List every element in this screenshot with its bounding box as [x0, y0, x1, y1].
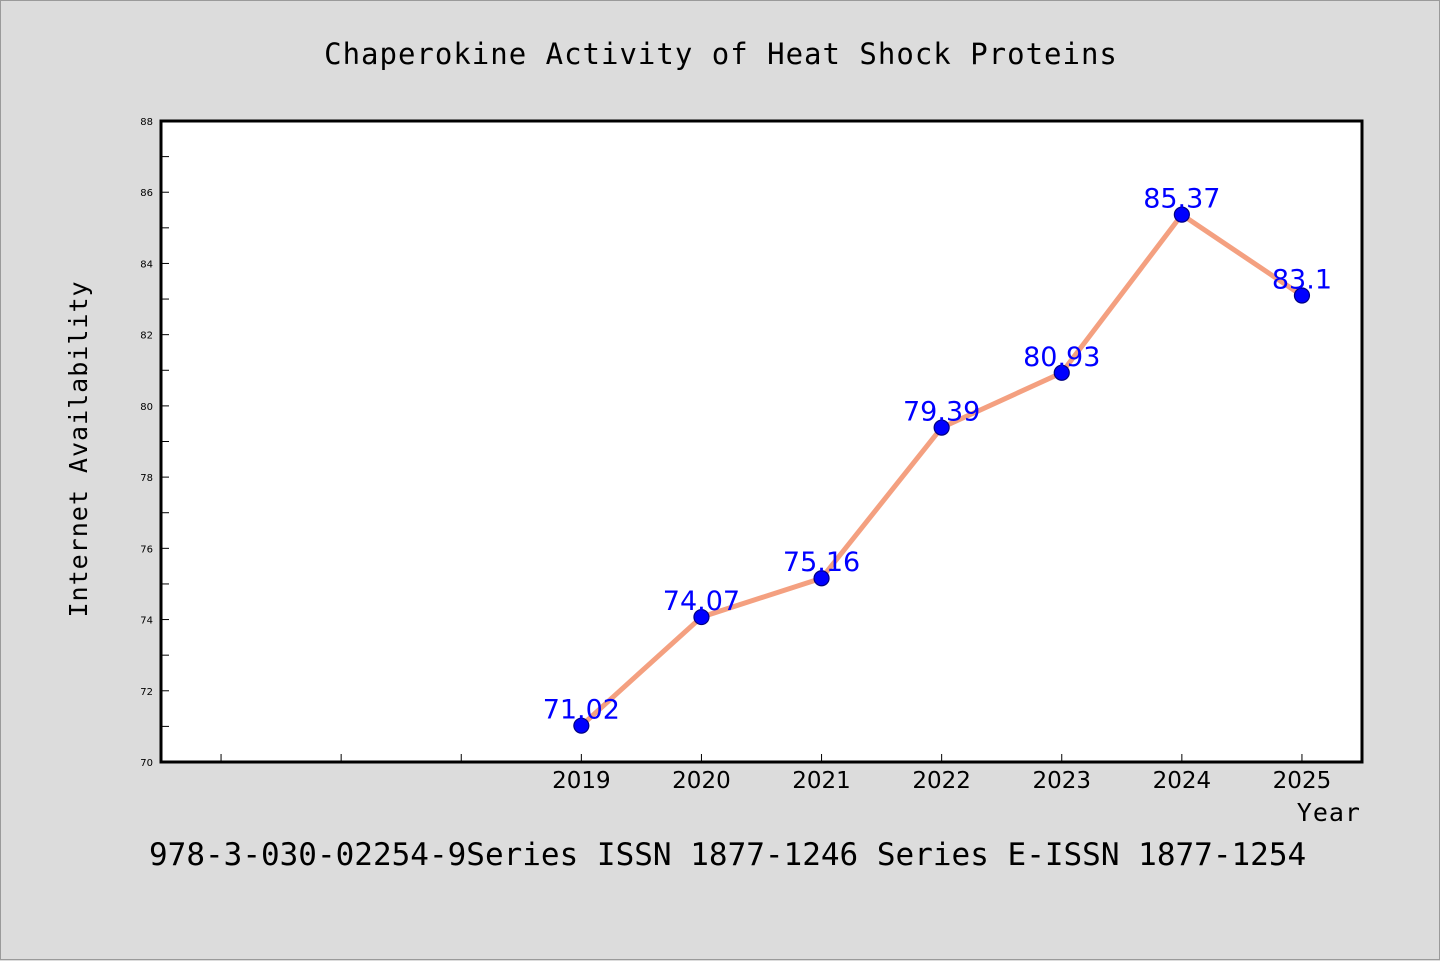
x-tick-label: 2025: [1273, 768, 1332, 794]
plot-area: [159, 119, 1364, 764]
y-tick-label: 70: [140, 758, 153, 769]
x-tick-label: 2019: [552, 768, 611, 794]
data-label: 85.37: [1143, 184, 1220, 215]
y-tick-label: 84: [140, 259, 153, 270]
x-axis: 2019 2020 2021 2022 2023 2024 2025: [220, 754, 1332, 794]
y-tick-label: 86: [140, 188, 153, 199]
y-tick-label: 74: [140, 616, 153, 627]
data-label: 71.02: [543, 695, 620, 726]
x-tick-label: 2024: [1153, 768, 1212, 794]
data-point-marker: [813, 570, 830, 587]
y-tick-label: 80: [140, 402, 153, 413]
y-tick-label: 78: [140, 473, 153, 484]
x-tick-label: 2023: [1032, 768, 1091, 794]
x-tick-label: 2021: [792, 768, 851, 794]
data-point-marker: [933, 419, 950, 436]
y-axis: 70 72 74 76 78 80 82 84 86 88: [140, 117, 169, 769]
data-point-marker: [1173, 206, 1190, 223]
chart-title: Chaperokine Activity of Heat Shock Prote…: [324, 37, 1118, 71]
x-axis-label: Year: [1297, 798, 1361, 827]
data-label: 83.1: [1272, 264, 1332, 295]
y-tick-label: 88: [140, 117, 153, 128]
y-tick-label: 76: [140, 544, 153, 555]
data-point-marker: [573, 717, 590, 734]
x-tick-label: 2022: [912, 768, 971, 794]
y-tick-label: 72: [140, 687, 153, 698]
data-point-marker: [1293, 287, 1311, 304]
data-label: 79.39: [903, 397, 980, 428]
y-tick-label: 82: [140, 331, 153, 342]
data-point-marker: [693, 608, 710, 626]
y-axis-label: Internet Availability: [64, 280, 93, 617]
footer-isbn-text: 978-3-030-02254-9Series ISSN 1877-1246 S…: [149, 837, 1306, 873]
data-label: 74.07: [663, 586, 740, 617]
series-line-group: 71.02 74.07 75.16 79.39 80.93 85.37 83.1: [543, 184, 1332, 734]
data-point-marker: [1053, 364, 1070, 381]
x-tick-label: 2020: [672, 768, 731, 794]
data-label: 75.16: [783, 547, 860, 578]
data-label: 80.93: [1023, 342, 1100, 373]
